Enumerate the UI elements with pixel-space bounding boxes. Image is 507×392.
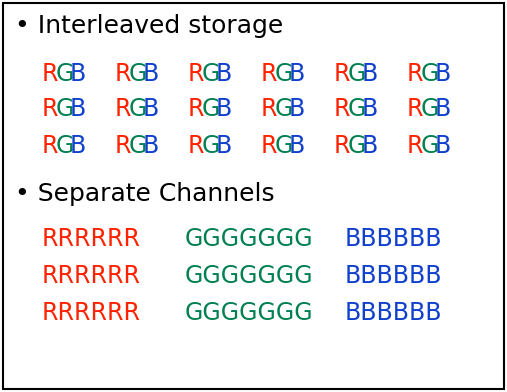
Text: R: R xyxy=(407,62,423,86)
Text: G: G xyxy=(56,97,75,121)
Text: R: R xyxy=(334,134,350,158)
Text: B: B xyxy=(143,134,159,158)
Text: G: G xyxy=(348,134,367,158)
Text: R: R xyxy=(42,62,58,86)
Text: R: R xyxy=(188,134,204,158)
Text: G: G xyxy=(348,62,367,86)
Text: R: R xyxy=(334,62,350,86)
Text: B: B xyxy=(289,97,305,121)
Text: B: B xyxy=(289,62,305,86)
Text: R: R xyxy=(261,97,277,121)
Text: G: G xyxy=(275,134,294,158)
Text: B: B xyxy=(435,134,451,158)
Text: B: B xyxy=(143,97,159,121)
Text: G: G xyxy=(275,97,294,121)
Text: R: R xyxy=(261,62,277,86)
Text: RRRRRR: RRRRRR xyxy=(42,227,141,251)
Text: B: B xyxy=(435,97,451,121)
Text: G: G xyxy=(348,97,367,121)
Text: G: G xyxy=(275,62,294,86)
Text: G: G xyxy=(129,134,148,158)
Text: RRRRRR: RRRRRR xyxy=(42,301,141,325)
Text: G: G xyxy=(202,134,221,158)
Text: B: B xyxy=(362,97,378,121)
Text: R: R xyxy=(115,134,131,158)
Text: B: B xyxy=(362,134,378,158)
Text: G: G xyxy=(421,134,440,158)
Text: R: R xyxy=(334,97,350,121)
Text: G: G xyxy=(56,134,75,158)
Text: G: G xyxy=(129,62,148,86)
Text: B: B xyxy=(70,134,86,158)
Text: G: G xyxy=(421,62,440,86)
Text: • Interleaved storage: • Interleaved storage xyxy=(15,14,283,38)
Text: GGGGGGG: GGGGGGG xyxy=(185,227,314,251)
Text: R: R xyxy=(407,97,423,121)
Text: BBBBBB: BBBBBB xyxy=(345,264,443,288)
Text: R: R xyxy=(407,134,423,158)
Text: B: B xyxy=(362,62,378,86)
Text: BBBBBB: BBBBBB xyxy=(345,227,443,251)
Text: RRRRRR: RRRRRR xyxy=(42,264,141,288)
Text: G: G xyxy=(202,97,221,121)
Text: B: B xyxy=(435,62,451,86)
Text: G: G xyxy=(129,97,148,121)
Text: GGGGGGG: GGGGGGG xyxy=(185,264,314,288)
Text: G: G xyxy=(202,62,221,86)
Text: B: B xyxy=(143,62,159,86)
Text: R: R xyxy=(261,134,277,158)
Text: B: B xyxy=(216,134,232,158)
Text: • Separate Channels: • Separate Channels xyxy=(15,182,275,206)
Text: B: B xyxy=(70,62,86,86)
Text: G: G xyxy=(56,62,75,86)
Text: B: B xyxy=(216,97,232,121)
Text: R: R xyxy=(115,97,131,121)
Text: R: R xyxy=(42,97,58,121)
Text: R: R xyxy=(42,134,58,158)
Text: G: G xyxy=(421,97,440,121)
Text: GGGGGGG: GGGGGGG xyxy=(185,301,314,325)
FancyBboxPatch shape xyxy=(3,3,504,389)
Text: R: R xyxy=(188,62,204,86)
Text: BBBBBB: BBBBBB xyxy=(345,301,443,325)
Text: R: R xyxy=(188,97,204,121)
Text: B: B xyxy=(216,62,232,86)
Text: R: R xyxy=(115,62,131,86)
Text: B: B xyxy=(289,134,305,158)
Text: B: B xyxy=(70,97,86,121)
